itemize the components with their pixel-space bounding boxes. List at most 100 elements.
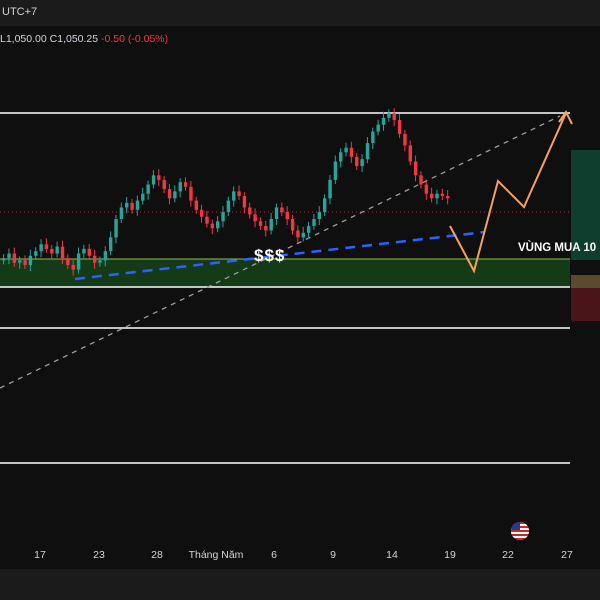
candle-body: [371, 131, 375, 144]
candle-body: [323, 198, 327, 213]
x-tick-label: 22: [502, 549, 514, 561]
candle-body: [146, 184, 150, 194]
candle-body: [109, 237, 113, 252]
top-toolbar: UTC+7: [0, 0, 600, 26]
price-chart[interactable]: [0, 0, 600, 541]
entry-box: [571, 275, 600, 288]
candle-body: [301, 232, 305, 238]
candle-body: [125, 202, 129, 208]
ohlc-low: L1,050.00: [0, 33, 47, 45]
candle-body: [242, 196, 247, 208]
x-tick-label: 28: [151, 549, 163, 561]
long-trendline: [0, 115, 561, 389]
candles-group: [2, 108, 450, 276]
candle-body: [71, 265, 75, 270]
candle-body: [403, 133, 407, 146]
candle-body: [221, 212, 225, 222]
candle-body: [296, 230, 300, 238]
x-tick-label: Tháng Năm: [188, 549, 244, 561]
candle-body: [430, 193, 434, 199]
candle-body: [173, 191, 177, 199]
candle-body: [2, 258, 6, 261]
candle-body: [397, 120, 402, 134]
candle-body: [39, 244, 43, 252]
candle-body: [306, 225, 311, 233]
buy-zone-label: VÙNG MUA 10: [518, 242, 597, 254]
ohlc-close: C1,050.25: [49, 33, 99, 45]
candle-body: [76, 253, 81, 270]
candle-body: [285, 212, 289, 219]
projection-path: [449, 112, 567, 274]
candle-body: [237, 191, 241, 196]
projection-arrowhead: [558, 110, 573, 125]
candle-body: [274, 207, 279, 219]
x-tick-label: 9: [330, 549, 336, 561]
candle-body: [317, 212, 322, 219]
x-axis: 17 23 28 Tháng Năm 6 9 14 19 22 27: [0, 541, 600, 569]
candle-body: [135, 200, 140, 210]
candle-body: [151, 175, 156, 185]
candle-body: [312, 219, 316, 226]
candle-body: [248, 207, 252, 215]
candle-body: [216, 221, 220, 229]
candle-body: [226, 200, 231, 213]
liquidity-label: $$$: [254, 246, 286, 265]
x-tick-label: 23: [93, 549, 105, 561]
candle-body: [280, 207, 284, 213]
candle-body: [12, 253, 17, 263]
candle-body: [119, 207, 124, 219]
candle-body: [92, 255, 97, 263]
candle-body: [141, 193, 145, 201]
candle-body: [60, 246, 65, 259]
candle-body: [349, 147, 354, 157]
candle-body: [419, 175, 423, 185]
candle-body: [333, 161, 338, 180]
candle-body: [55, 246, 59, 254]
candle-body: [269, 219, 273, 231]
candle-body: [232, 191, 236, 201]
x-tick-label: 6: [271, 549, 277, 561]
candle-body: [435, 193, 439, 199]
candle-body: [365, 143, 370, 160]
candle-body: [178, 182, 182, 192]
candle-body: [258, 221, 263, 226]
candle-body: [167, 189, 172, 199]
candle-body: [446, 196, 450, 199]
candle-body: [387, 113, 391, 118]
candle-body: [440, 193, 445, 196]
bottom-toolbar: [0, 569, 600, 600]
candle-body: [87, 248, 91, 256]
candle-body: [162, 179, 166, 190]
candle-body: [23, 260, 27, 265]
candle-body: [344, 147, 348, 153]
candle-body: [114, 219, 118, 238]
candle-body: [355, 156, 359, 167]
candle-body: [50, 248, 54, 254]
candle-body: [376, 124, 380, 132]
candle-body: [264, 225, 268, 231]
us-flag-icon[interactable]: [511, 522, 529, 540]
ohlc-change: -0.50 (-0.05%): [101, 33, 169, 45]
candle-body: [44, 244, 49, 249]
candle-body: [34, 251, 38, 256]
x-tick-label: 14: [386, 549, 398, 561]
candle-body: [210, 223, 215, 229]
candle-body: [381, 117, 386, 125]
candle-body: [328, 179, 332, 199]
candle-body: [413, 161, 418, 176]
x-tick-label: 17: [34, 549, 46, 561]
candle-body: [98, 260, 102, 263]
candle-body: [194, 200, 198, 210]
candle-body: [253, 214, 257, 222]
candle-body: [290, 219, 295, 231]
ohlc-readout: L1,050.00 C1,050.25 -0.50 (-0.05%): [0, 33, 168, 45]
candle-body: [130, 202, 134, 210]
timezone-label: UTC+7: [2, 6, 38, 18]
target-box: [571, 150, 600, 260]
candle-body: [7, 253, 11, 259]
candle-body: [199, 209, 204, 217]
candle-body: [424, 184, 429, 194]
candle-body: [66, 258, 70, 265]
candle-body: [189, 186, 193, 201]
candle-body: [103, 251, 108, 261]
